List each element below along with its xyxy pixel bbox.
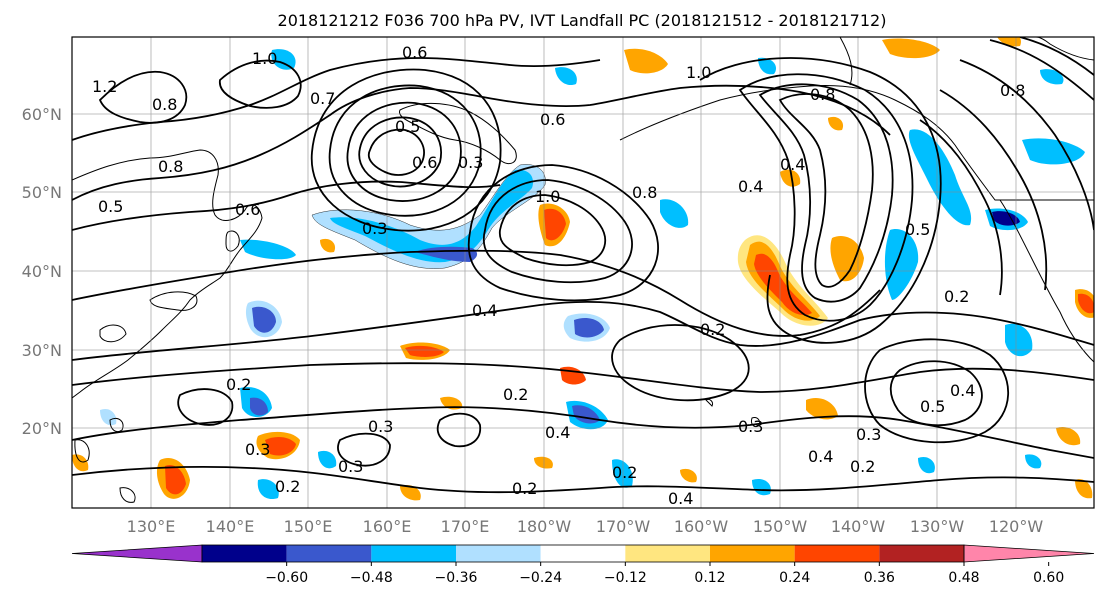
contour-label: 1.0 [686, 63, 711, 82]
contour-label: 0.5 [98, 197, 123, 216]
pv-contours [72, 37, 1094, 494]
colorbar-tick-label: 0.12 [694, 570, 725, 586]
colorbar-extension-high [963, 544, 1095, 563]
lon-label: 150°W [753, 517, 808, 536]
contour-label: 0.4 [545, 423, 570, 442]
contour-label: 0.8 [632, 183, 657, 202]
contour-label: 0.2 [226, 375, 251, 394]
lat-label-50n: 50°N [22, 183, 62, 202]
contour-label: 0.2 [944, 287, 969, 306]
lon-label: 130°E [127, 517, 176, 536]
colorbar-tick-label: −0.12 [604, 570, 647, 586]
map-content: 1.0 0.6 1.2 0.8 0.7 0.5 0.6 0.6 1.0 0.8 … [72, 37, 1094, 508]
contour-label: 0.3 [362, 219, 387, 238]
lon-label: 160°W [674, 517, 729, 536]
contour-label: 0.4 [668, 489, 693, 508]
contour-label: 0.7 [310, 89, 335, 108]
colorbar-extension-low [71, 544, 203, 563]
contour-label: 0.6 [402, 43, 427, 62]
lon-label: 130°W [910, 517, 965, 536]
contour-label: 0.8 [158, 157, 183, 176]
colorbar-box [879, 545, 964, 562]
contour-label: 0.5 [395, 117, 420, 136]
contour-label: 0.2 [512, 479, 537, 498]
lat-label-60n: 60°N [22, 105, 62, 124]
contour-label: 0.3 [245, 440, 270, 459]
contour-label: 0.5 [920, 397, 945, 416]
colorbar-tick-label: −0.24 [519, 570, 562, 586]
contour-label: 0.3 [856, 425, 881, 444]
contour-label: 0.4 [950, 381, 975, 400]
contour-label: 0.6 [540, 110, 565, 129]
contour-label: 0.8 [810, 85, 835, 104]
longitude-labels: 130°E 140°E 150°E 160°E 170°E 180°W 170°… [127, 517, 1044, 536]
colorbar-tick-label: 0.24 [779, 570, 810, 586]
colorbar-box [456, 545, 541, 562]
negative-anomaly-band [311, 164, 546, 269]
contour-label: 0.4 [738, 177, 763, 196]
contour-label: 0.6 [235, 200, 260, 219]
lat-label-40n: 40°N [22, 262, 62, 281]
contour-label: 1.0 [535, 187, 560, 206]
contour-label: 0.4 [472, 301, 497, 320]
lon-label: 150°E [284, 517, 333, 536]
figure-title: 2018121212 F036 700 hPa PV, IVT Landfall… [278, 11, 887, 30]
colorbar-box [202, 545, 287, 562]
colorbar: −0.60 −0.48 −0.36 −0.24 −0.12 0.12 0.24 0.36 0.4… [71, 544, 1095, 586]
colorbar-box [540, 545, 626, 562]
contour-label: 0.2 [612, 463, 637, 482]
latitude-labels: 60°N 50°N 40°N 30°N 20°N [22, 105, 62, 438]
contour-label: 0.3 [368, 417, 393, 436]
contour-label: 0.8 [152, 95, 177, 114]
colorbar-box [794, 545, 880, 562]
contour-label: 0.5 [905, 220, 930, 239]
colorbar-tick-label: 0.60 [1033, 570, 1064, 586]
contour-label: 0.3 [458, 153, 483, 172]
lon-label: 170°E [441, 517, 490, 536]
lon-label: 120°W [989, 517, 1044, 536]
lat-label-30n: 30°N [22, 341, 62, 360]
colorbar-tick-label: 0.48 [948, 570, 979, 586]
contour-label: 0.3 [738, 417, 763, 436]
contour-label: 0.2 [850, 457, 875, 476]
colorbar-tick-label: 0.36 [864, 570, 895, 586]
colorbar-box [625, 545, 710, 562]
contour-labels: 1.0 0.6 1.2 0.8 0.7 0.5 0.6 0.6 1.0 0.8 … [92, 43, 1025, 508]
lat-label-20n: 20°N [22, 419, 62, 438]
contour-label: 0.3 [338, 457, 363, 476]
lon-label: 160°E [363, 517, 412, 536]
lon-label: 170°W [596, 517, 651, 536]
contour-label: 1.0 [252, 49, 277, 68]
contour-label: 0.8 [1000, 81, 1025, 100]
contour-label: 0.6 [412, 153, 437, 172]
graticule [72, 37, 1094, 508]
lon-label: 140°W [831, 517, 886, 536]
lon-label: 140°E [206, 517, 255, 536]
colorbar-frame [201, 544, 965, 563]
contour-label: 0.2 [700, 320, 725, 339]
lon-label: 180°W [517, 517, 572, 536]
map-border [71, 36, 1095, 509]
contour-label: 0.4 [780, 155, 805, 174]
colorbar-box [286, 545, 372, 562]
negative-anomaly-band-core [330, 169, 534, 263]
colorbar-tick-label: −0.60 [265, 570, 308, 586]
contour-label: 0.2 [503, 385, 528, 404]
colorbar-box [371, 545, 456, 562]
colorbar-box [710, 545, 795, 562]
contour-label: 0.2 [275, 477, 300, 496]
colorbar-tick-label: −0.36 [435, 570, 478, 586]
contour-label: 1.2 [92, 77, 117, 96]
contour-label: 0.4 [808, 447, 833, 466]
colorbar-tick-label: −0.48 [350, 570, 393, 586]
